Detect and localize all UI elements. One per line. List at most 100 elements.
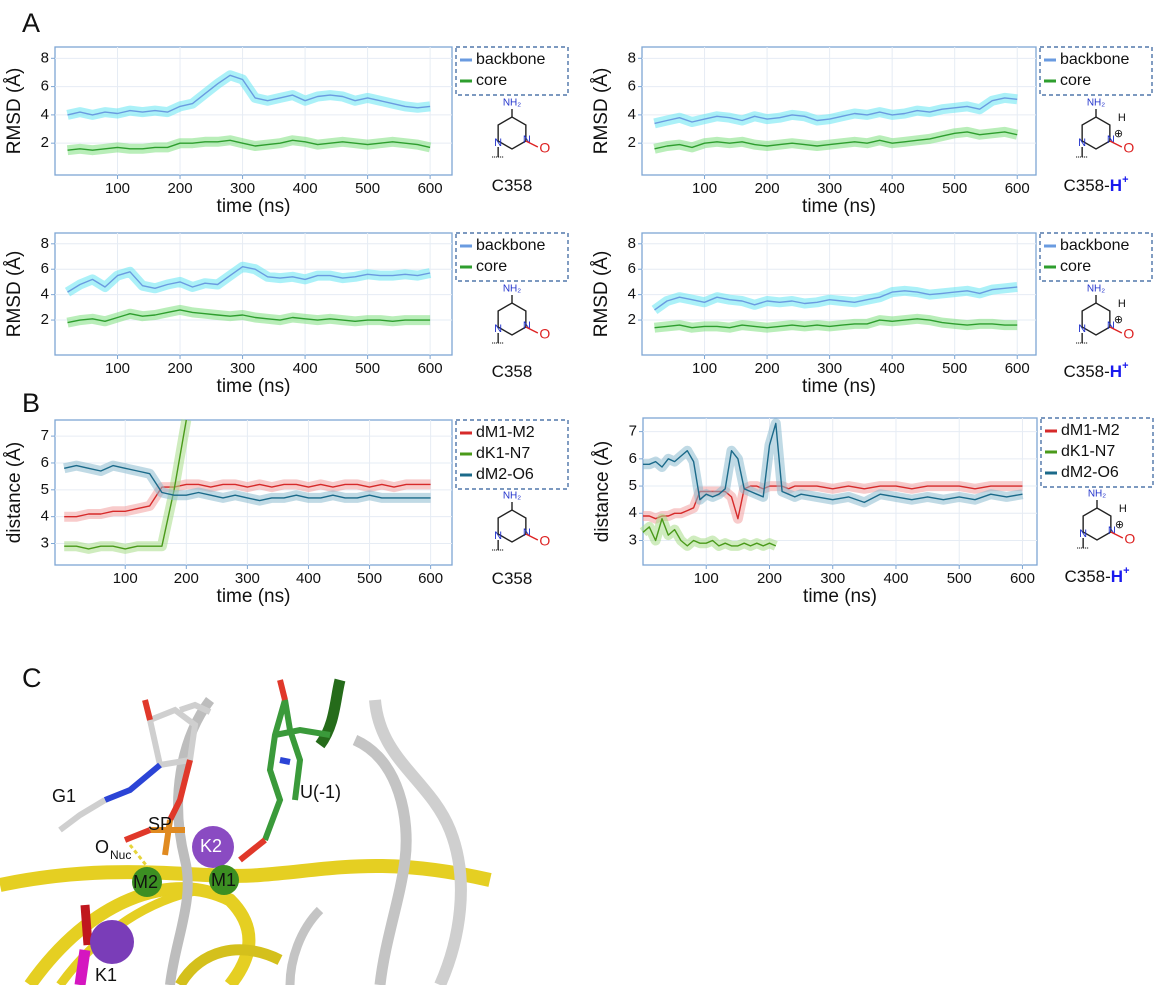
y-axis-label: distance (Å) <box>592 441 613 542</box>
legend-label: dM1-M2 <box>1061 422 1120 439</box>
ring <box>1082 117 1110 149</box>
x-axis-label: time (ns) <box>217 586 291 607</box>
amine-label: NH₂ <box>1087 98 1105 109</box>
y-tick-label: 4 <box>41 508 49 525</box>
y-tick-label: 4 <box>41 286 49 303</box>
x-tick-label: 400 <box>883 570 908 587</box>
x-tick-label: 100 <box>694 570 719 587</box>
protonation: H <box>1110 362 1122 381</box>
structure-name: C358- <box>1064 567 1110 586</box>
protonation-sup: + <box>1122 174 1128 186</box>
panel-c: C G1 SP <box>0 663 490 985</box>
figure: A B C <box>0 0 1157 985</box>
tube <box>290 910 320 985</box>
y-tick-label: 6 <box>628 78 636 95</box>
charge-label: ⊕ <box>1114 128 1123 140</box>
panel-label: B <box>22 388 40 418</box>
x-tick-label: 200 <box>168 180 193 197</box>
y-tick-label: 5 <box>41 481 49 498</box>
proton-label: H <box>1119 503 1127 515</box>
y-tick-label: 4 <box>628 286 636 303</box>
protonation-sup: + <box>1123 565 1129 577</box>
x-tick-label: 400 <box>293 360 318 377</box>
atom-label: K1 <box>95 965 117 985</box>
legend-label: backbone <box>1060 237 1129 254</box>
amine-label: NH₂ <box>503 98 521 109</box>
stick <box>80 950 85 985</box>
legend-label: core <box>1060 258 1091 275</box>
structure-label: C358-H+ <box>1063 360 1128 382</box>
charge-label: ⊕ <box>1115 519 1124 531</box>
protonation: H <box>1111 567 1123 586</box>
x-tick-label: 500 <box>942 180 967 197</box>
ring <box>1083 508 1111 540</box>
x-tick-label: 600 <box>1010 570 1035 587</box>
structure-label: C358-H+ <box>1064 565 1129 587</box>
proton-label: H <box>1118 112 1126 124</box>
atom-label: O <box>539 140 550 156</box>
ion-k1 <box>90 920 134 964</box>
x-tick-label: 500 <box>942 360 967 377</box>
x-tick-label: 300 <box>235 570 260 587</box>
amine-label: NH₂ <box>503 284 521 295</box>
atom-label: N <box>523 320 531 332</box>
x-tick-label: 100 <box>105 360 130 377</box>
x-tick-label: 600 <box>418 570 443 587</box>
structure-label: C358 <box>492 176 533 195</box>
panel-label: C <box>22 663 42 693</box>
y-tick-label: 2 <box>41 134 49 151</box>
legend-label: backbone <box>1060 51 1129 68</box>
atom-label: O <box>539 326 550 342</box>
legend-label: core <box>1060 72 1091 89</box>
y-tick-label: 2 <box>628 311 636 328</box>
y-axis-label: RMSD (Å) <box>591 251 612 338</box>
ribbon <box>0 866 490 885</box>
x-tick-label: 300 <box>230 360 255 377</box>
structure-icon: NH₂NNOC358 <box>492 491 551 589</box>
atom-label: N <box>523 134 531 146</box>
x-tick-label: 300 <box>817 360 842 377</box>
legend-label: backbone <box>476 51 545 68</box>
y-tick-label: 8 <box>628 235 636 252</box>
proton-label: H <box>1118 298 1126 310</box>
x-tick-label: 300 <box>230 180 255 197</box>
x-tick-label: 600 <box>1005 180 1030 197</box>
x-tick-label: 600 <box>1005 360 1030 377</box>
y-axis-label: RMSD (Å) <box>4 68 25 155</box>
ring <box>1082 303 1110 335</box>
x-tick-label: 300 <box>817 180 842 197</box>
x-tick-label: 100 <box>105 180 130 197</box>
x-tick-label: 100 <box>113 570 138 587</box>
legend-label: dK1-N7 <box>476 445 530 462</box>
atom-label: O <box>95 837 109 857</box>
y-tick-label: 8 <box>628 49 636 66</box>
x-tick-label: 600 <box>418 180 443 197</box>
atom-label: O <box>539 533 550 549</box>
x-tick-label: 200 <box>755 180 780 197</box>
amine-label: NH₂ <box>503 491 521 502</box>
structure-name: C358 <box>492 176 533 195</box>
y-tick-label: 8 <box>41 235 49 252</box>
ring <box>498 510 526 542</box>
atom-label: M2 <box>133 872 158 892</box>
x-tick-label: 200 <box>757 570 782 587</box>
atom-label: G1 <box>52 786 76 806</box>
x-tick-label: 100 <box>692 360 717 377</box>
plot-area <box>55 233 452 355</box>
atom-label: M1 <box>211 870 236 890</box>
x-tick-label: 500 <box>355 360 380 377</box>
charge-label: ⊕ <box>1114 314 1123 326</box>
amine-label: NH₂ <box>1088 489 1106 500</box>
atom-label: N <box>523 527 531 539</box>
y-tick-label: 7 <box>41 427 49 444</box>
structure-icon: NH₂NNOC358 <box>492 284 551 382</box>
x-tick-label: 200 <box>168 360 193 377</box>
y-tick-label: 2 <box>41 311 49 328</box>
ribbon <box>30 889 249 985</box>
legend-label: dK1-N7 <box>1061 443 1115 460</box>
panel-label: A <box>22 8 40 38</box>
atom-label: O <box>1123 140 1134 156</box>
legend-label: core <box>476 72 507 89</box>
x-tick-label: 400 <box>296 570 321 587</box>
